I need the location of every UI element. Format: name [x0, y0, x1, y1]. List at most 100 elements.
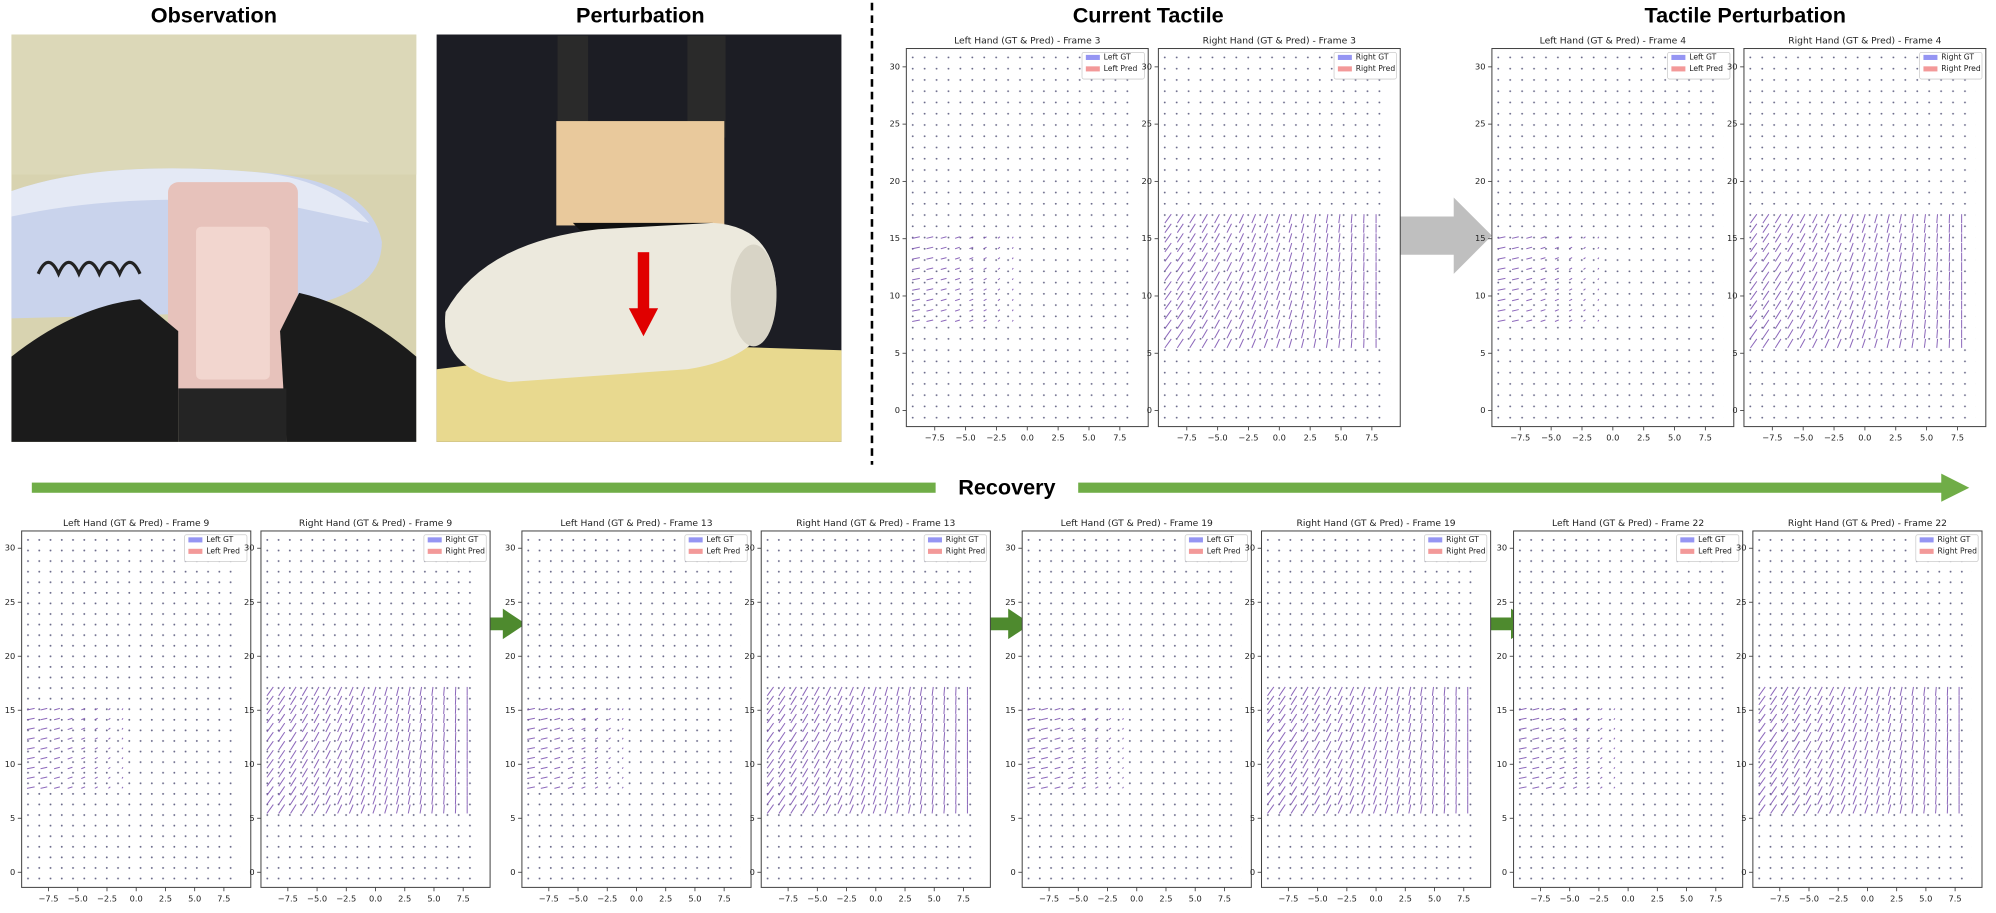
x-tick-label: 5.0	[1920, 433, 1933, 443]
y-tick-label: 5	[1011, 813, 1016, 823]
legend-label: Left Pred	[1698, 546, 1732, 555]
y-tick-label: 20	[1141, 176, 1152, 186]
plot-title: Left Hand (GT & Pred) - Frame 19	[1061, 518, 1213, 529]
y-tick-label: 5	[1741, 813, 1746, 823]
y-tick-label: 25	[889, 119, 900, 129]
quiver-plot: Right Hand (GT & Pred) - Frame 13 −7.5 −5.…	[744, 518, 991, 903]
vector-field	[26, 707, 124, 789]
quiver-plot: Left Hand (GT & Pred) - Frame 3 −7.5 −5.0−…	[889, 35, 1149, 443]
y-tick-label: 10	[1245, 759, 1256, 769]
y-tick-label: 10	[244, 759, 255, 769]
quiver-plot: Left Hand (GT & Pred) - Frame 22 −7.5 −5.0…	[1497, 518, 1744, 903]
heading: Tactile Perturbation	[1644, 2, 1845, 27]
legend-label: Right Pred	[1446, 546, 1486, 555]
x-tick-label: 7.5	[957, 893, 970, 903]
vector-grid	[911, 56, 1139, 419]
x-tick-label: −7.5	[1039, 893, 1059, 903]
x-tick-label: −5.0	[1068, 893, 1088, 903]
legend-label: Right Pred	[946, 546, 986, 555]
x-tick-label: 7.5	[1951, 433, 1964, 443]
quiver-plot: Left Hand (GT & Pred) - Frame 13 −7.5 −5.0…	[505, 518, 752, 903]
y-tick-label: 15	[889, 233, 900, 243]
vector-grid	[766, 538, 981, 880]
y-tick-label: 0	[510, 867, 515, 877]
x-tick-label: −7.5	[1278, 893, 1298, 903]
x-tick-label: −5.0	[1799, 893, 1819, 903]
legend-label: Right GT	[1941, 52, 1974, 61]
x-tick-label: 5.0	[188, 893, 201, 903]
y-tick-label: 25	[1245, 597, 1256, 607]
x-tick-label: −7.5	[1762, 433, 1782, 443]
y-tick-label: 20	[889, 176, 900, 186]
x-tick-label: 0.0	[1273, 433, 1286, 443]
x-tick-label: 2.5	[1889, 433, 1902, 443]
x-tick-label: −2.5	[97, 893, 117, 903]
y-tick-label: 0	[1011, 867, 1016, 877]
legend-swatch	[1188, 537, 1203, 543]
y-tick-label: 15	[1475, 233, 1486, 243]
legend-swatch	[927, 537, 942, 543]
x-tick-label: 2.5	[1159, 893, 1172, 903]
x-tick-label: −2.5	[1337, 893, 1357, 903]
y-tick-label: 5	[895, 348, 900, 358]
y-tick-label: 30	[1475, 61, 1486, 71]
y-tick-label: 5	[10, 813, 15, 823]
vector-grid	[1027, 538, 1242, 880]
legend-label: Right GT	[1356, 52, 1389, 61]
legend-label: Right Pred	[1941, 64, 1981, 73]
perturbation-photo	[436, 34, 842, 442]
recovery-arrow	[31, 473, 1970, 502]
x-tick-label: 0.0	[369, 893, 382, 903]
x-tick-label: −7.5	[539, 893, 559, 903]
x-tick-label: 7.5	[1218, 893, 1231, 903]
x-tick-label: 0.0	[1606, 433, 1619, 443]
x-tick-label: 7.5	[1699, 433, 1712, 443]
x-tick-label: 5.0	[1189, 893, 1202, 903]
y-tick-label: 20	[1005, 651, 1016, 661]
quiver-plot: Right Hand (GT & Pred) - Frame 19 −7.5 −5.…	[1245, 518, 1492, 903]
x-tick-label: −7.5	[925, 433, 945, 443]
y-tick-label: 10	[1141, 290, 1152, 300]
y-tick-label: 0	[1147, 405, 1152, 415]
vector-grid	[26, 538, 241, 880]
x-tick-label: 5.0	[1082, 433, 1095, 443]
x-tick-label: −5.0	[68, 893, 88, 903]
x-tick-label: −5.0	[307, 893, 327, 903]
y-tick-label: 5	[249, 813, 254, 823]
y-tick-label: 15	[1727, 233, 1738, 243]
y-tick-label: 5	[1147, 348, 1152, 358]
y-tick-label: 5	[1480, 348, 1485, 358]
y-tick-label: 20	[1475, 176, 1486, 186]
vector-grid	[1266, 538, 1481, 880]
legend-label: Right GT	[1937, 535, 1970, 544]
x-tick-label: 7.5	[1113, 433, 1126, 443]
x-tick-label: 7.5	[1365, 433, 1378, 443]
plot-title: Left Hand (GT & Pred) - Frame 22	[1552, 518, 1704, 529]
legend-label: Left GT	[1104, 52, 1131, 61]
x-tick-label: 5.0	[1668, 433, 1681, 443]
vector-grid	[1163, 56, 1391, 419]
y-tick-label: 10	[1736, 759, 1747, 769]
legend-swatch	[688, 548, 703, 554]
y-tick-label: 10	[1475, 290, 1486, 300]
x-tick-label: 2.5	[659, 893, 672, 903]
y-tick-label: 20	[1727, 176, 1738, 186]
x-tick-label: −7.5	[38, 893, 58, 903]
y-tick-label: 20	[244, 651, 255, 661]
legend-label: Left Pred	[1207, 546, 1241, 555]
y-tick-label: 25	[5, 597, 16, 607]
legend-label: Left Pred	[706, 546, 740, 555]
y-tick-label: 0	[1732, 405, 1737, 415]
y-tick-label: 20	[505, 651, 516, 661]
y-tick-label: 25	[244, 597, 255, 607]
y-tick-label: 0	[1741, 867, 1746, 877]
y-tick-label: 5	[1732, 348, 1737, 358]
y-tick-label: 20	[1245, 651, 1256, 661]
legend-swatch	[1671, 54, 1686, 60]
vector-grid	[1518, 538, 1733, 880]
y-tick-label: 30	[244, 543, 255, 553]
legend-swatch	[1337, 54, 1352, 60]
observation-photo	[11, 34, 417, 442]
y-tick-label: 10	[1005, 759, 1016, 769]
